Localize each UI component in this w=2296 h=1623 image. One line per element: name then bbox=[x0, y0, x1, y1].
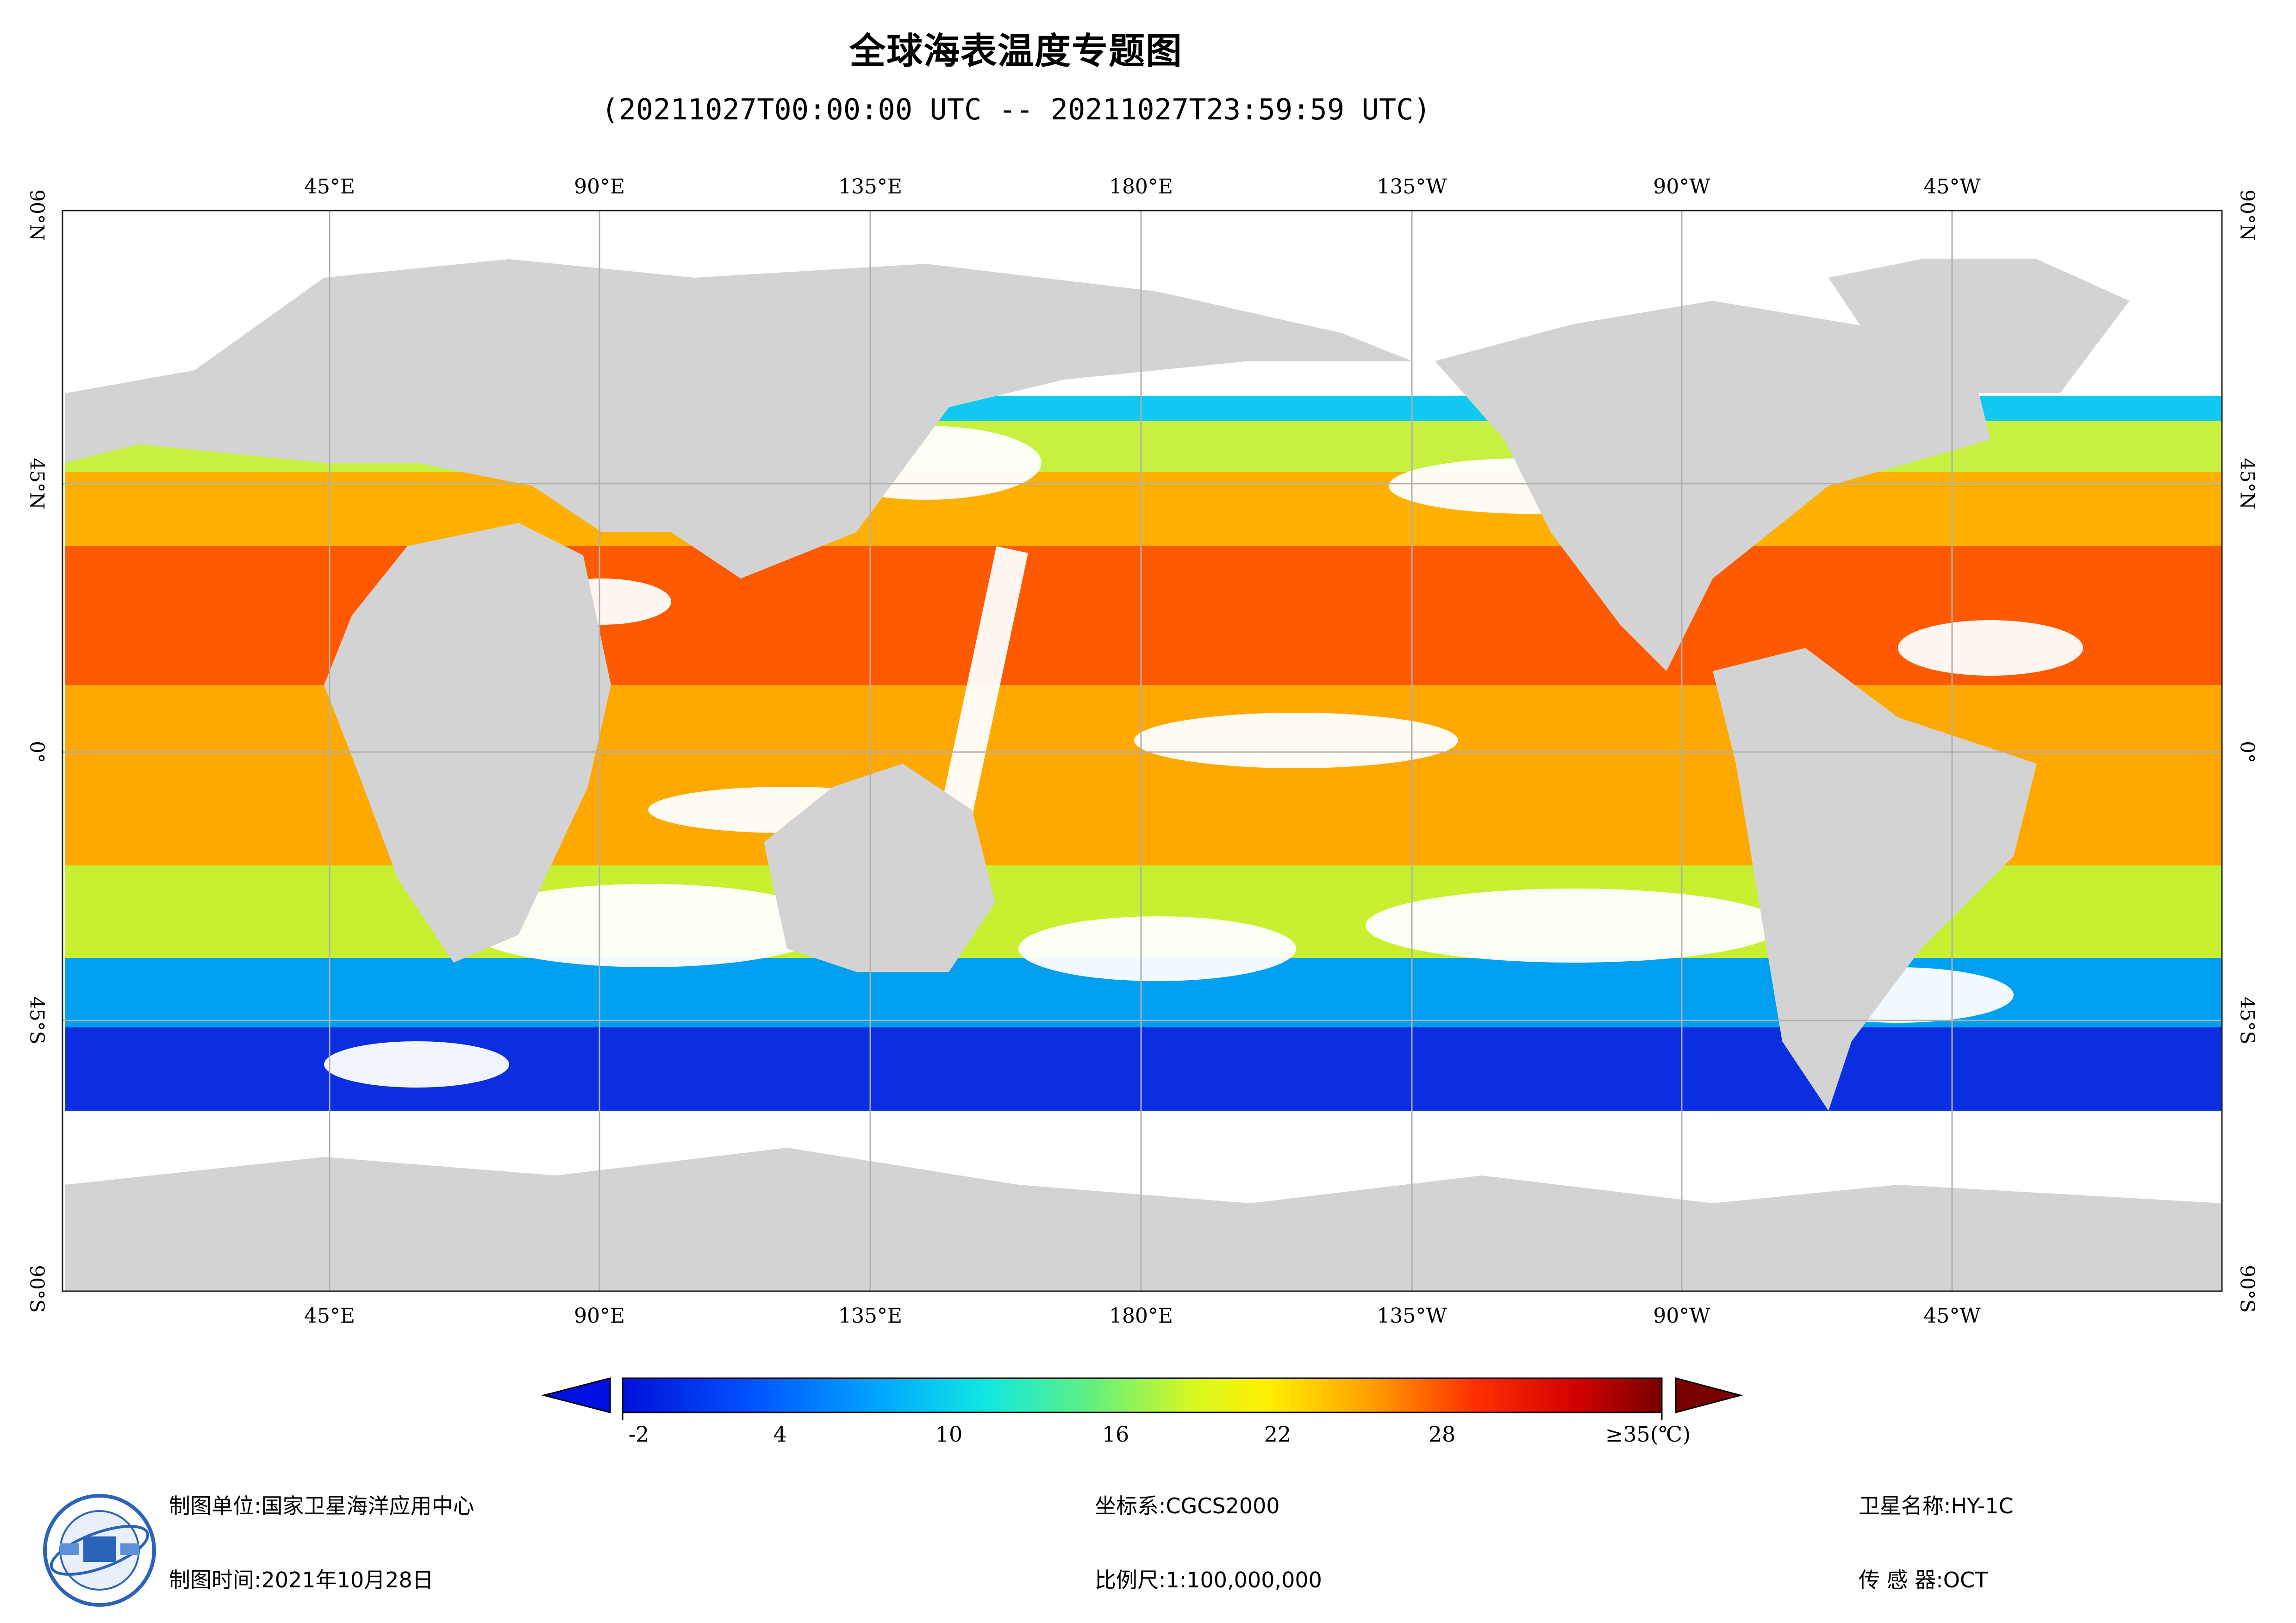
colorbar-tick: 10 bbox=[935, 1422, 963, 1447]
colorbar-tick: ≥35(℃) bbox=[1605, 1422, 1691, 1447]
lat-label-right: 0° bbox=[2236, 741, 2259, 763]
lon-label-bottom: 45°W bbox=[1923, 1304, 1981, 1328]
lon-label-top: 45°W bbox=[1923, 175, 1981, 199]
satellite-name: 卫星名称:HY-1C bbox=[1859, 1493, 2014, 1518]
lon-label-bottom: 135°E bbox=[838, 1304, 903, 1328]
lat-label-left: 0° bbox=[25, 741, 49, 763]
lon-label-top: 90°E bbox=[574, 175, 625, 199]
lon-label-top: 45°E bbox=[304, 175, 356, 199]
map-subtitle: (20211027T00:00:00 UTC -- 20211027T23:59… bbox=[601, 93, 1431, 126]
eurasia bbox=[65, 259, 1412, 578]
lon-label-bottom: 45°E bbox=[304, 1304, 356, 1328]
lon-label-top: 90°W bbox=[1653, 175, 1710, 199]
lat-label-right: 90°N bbox=[2236, 189, 2259, 241]
map-title: 全球海表温度专题图 bbox=[849, 31, 1183, 72]
north-america bbox=[1435, 301, 1990, 671]
lat-label-left: 45°S bbox=[25, 996, 49, 1045]
colorbar-tick: -2 bbox=[628, 1422, 649, 1447]
map-scale: 比例尺:1:100,000,000 bbox=[1095, 1567, 1322, 1592]
colorbar-tick: 16 bbox=[1102, 1422, 1129, 1447]
lat-label-left: 90°S bbox=[25, 1265, 49, 1313]
lon-label-bottom: 135°W bbox=[1377, 1304, 1447, 1328]
lat-label-right: 45°S bbox=[2236, 996, 2259, 1045]
sensor-name: 传 感 器:OCT bbox=[1859, 1567, 1988, 1592]
colorbar-tick: 4 bbox=[773, 1422, 787, 1447]
graticule bbox=[62, 211, 2222, 1291]
lat-label-left: 90°N bbox=[25, 189, 49, 241]
lon-label-bottom: 90°W bbox=[1653, 1304, 1710, 1328]
antarctica bbox=[65, 1148, 2222, 1291]
south-america bbox=[1713, 648, 2037, 1111]
australia bbox=[764, 764, 995, 972]
mapping-time: 制图时间:2021年10月28日 bbox=[169, 1567, 434, 1592]
colorbar-tick: 28 bbox=[1428, 1422, 1456, 1447]
greenland bbox=[1828, 259, 2129, 393]
lon-label-bottom: 180°E bbox=[1109, 1304, 1173, 1328]
coordinate-system: 坐标系:CGCS2000 bbox=[1095, 1493, 1280, 1518]
colorbar-scale bbox=[622, 1377, 1663, 1413]
lon-label-top: 135°W bbox=[1377, 175, 1447, 199]
mapping-unit: 制图单位:国家卫星海洋应用中心 bbox=[169, 1493, 474, 1518]
colorbar-tick: 22 bbox=[1264, 1422, 1292, 1447]
africa bbox=[324, 523, 611, 963]
land-masses bbox=[65, 259, 2222, 1291]
lon-label-top: 135°E bbox=[838, 175, 903, 199]
colorbar bbox=[541, 1377, 1743, 1420]
lat-label-right: 45°N bbox=[2236, 458, 2259, 510]
colorbar-high-arrow bbox=[1675, 1377, 1743, 1413]
lat-label-left: 45°N bbox=[25, 458, 49, 510]
lat-label-right: 90°S bbox=[2236, 1265, 2259, 1313]
sst-band-north-subtropical bbox=[65, 463, 2222, 546]
lon-label-top: 180°E bbox=[1109, 175, 1173, 199]
lon-label-bottom: 90°E bbox=[574, 1304, 625, 1328]
nsoas-logo bbox=[43, 1494, 156, 1607]
colorbar-low-arrow bbox=[541, 1377, 611, 1413]
